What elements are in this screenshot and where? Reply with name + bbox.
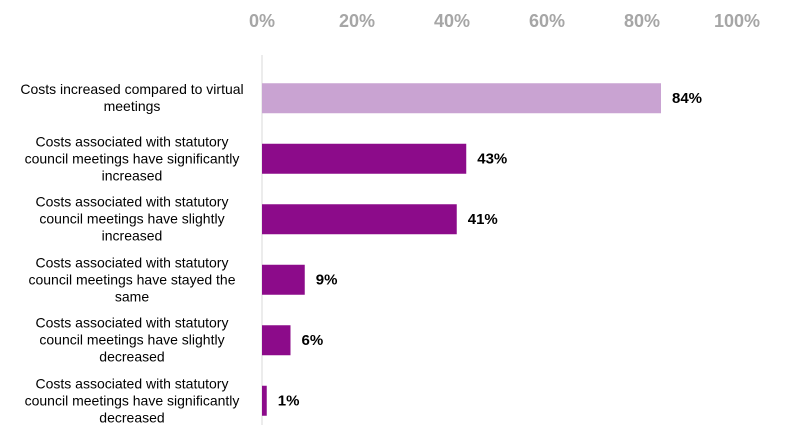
category-label: Costs associated with statutory council … [24, 375, 240, 426]
category-label: Costs associated with statutory council … [35, 193, 229, 244]
bar [262, 83, 661, 114]
value-label: 6% [302, 332, 324, 349]
category-label: Costs associated with statutory council … [35, 314, 229, 365]
x-tick-label: 40% [434, 11, 470, 31]
value-label: 9% [316, 272, 338, 289]
bar [262, 204, 457, 235]
category-label: Costs increased compared to virtual meet… [20, 81, 244, 115]
bar [262, 325, 291, 356]
bar [262, 143, 467, 174]
x-tick-label: 0% [249, 11, 275, 31]
value-label: 1% [278, 393, 300, 410]
category-label: Costs associated with statutory council … [24, 133, 240, 184]
bar [262, 385, 267, 416]
x-tick-label: 60% [529, 11, 565, 31]
value-label: 41% [468, 211, 498, 228]
value-label: 84% [672, 90, 702, 107]
category-label: Costs associated with statutory council … [28, 254, 236, 305]
value-label: 43% [477, 151, 507, 168]
x-tick-label: 80% [624, 11, 660, 31]
x-tick-label: 100% [714, 11, 760, 31]
x-tick-label: 20% [339, 11, 375, 31]
bar [262, 264, 305, 295]
